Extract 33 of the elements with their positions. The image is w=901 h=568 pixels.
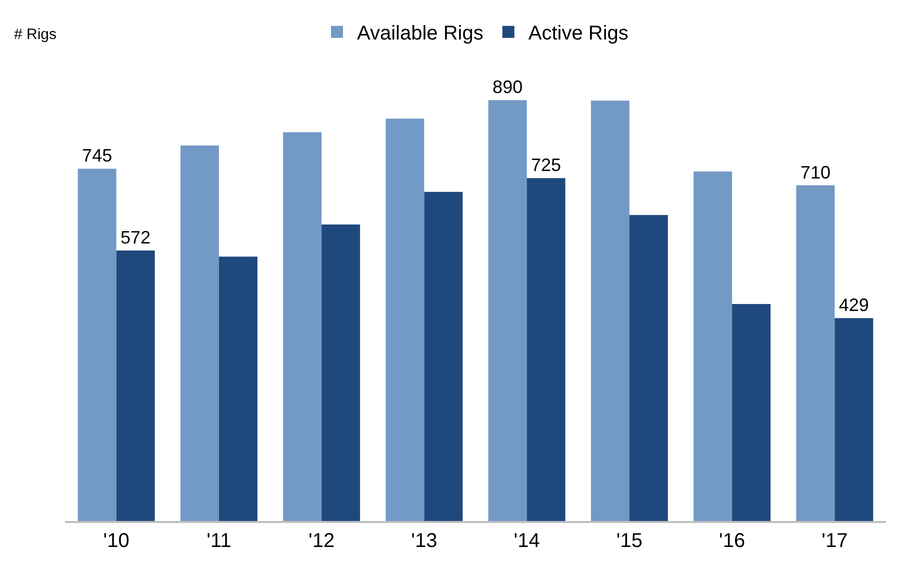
bar [526, 178, 566, 521]
x-tick-label: '10 [103, 530, 130, 552]
bar [629, 215, 668, 521]
bar [180, 146, 219, 521]
x-tick-label: '14 [514, 530, 540, 552]
bar [386, 118, 424, 521]
x-tick-label: '12 [308, 530, 335, 552]
bar [283, 132, 322, 521]
bar [78, 168, 116, 521]
x-tick-label: '13 [411, 530, 438, 552]
data-label: 890 [492, 77, 523, 98]
bar [796, 185, 835, 521]
bar [424, 192, 463, 521]
x-tick-label: '16 [719, 530, 746, 552]
data-label: 725 [531, 155, 562, 176]
bar [218, 256, 258, 521]
bar [694, 172, 732, 521]
data-label: 710 [800, 162, 830, 182]
data-label: 572 [120, 228, 151, 248]
bar [834, 318, 874, 521]
bar [488, 100, 527, 521]
data-label: 429 [838, 295, 869, 316]
legend-label: Active Rigs [528, 22, 628, 45]
x-tick-label: '17 [822, 530, 848, 552]
legend-label: Available Rigs [357, 22, 484, 45]
bar [732, 304, 771, 521]
bar [590, 100, 630, 521]
y-axis-title: # Rigs [14, 26, 57, 43]
x-tick-label: '11 [206, 530, 232, 552]
bar [116, 250, 155, 521]
bar [322, 224, 360, 521]
x-tick-label: '15 [616, 530, 642, 552]
data-label: 745 [82, 146, 112, 166]
